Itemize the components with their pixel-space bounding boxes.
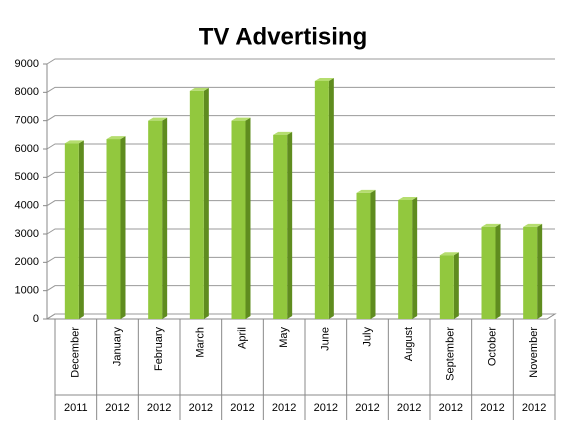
y-tick-label: 9000 [15,58,39,70]
y-tick-label: 2000 [15,256,39,268]
grid-line [46,285,555,292]
y-tick-label: 3000 [15,228,39,240]
grid-line [46,228,555,235]
x-group-label: 2012 [355,402,379,414]
bar-side [453,252,459,319]
bar [523,226,538,319]
grid-line [46,86,555,93]
bar-side [287,131,293,319]
x-group-label: 2012 [189,402,213,414]
bar-top [273,131,293,135]
x-group-label: 2012 [147,402,171,414]
bar-side [370,189,376,319]
bar [106,139,121,319]
bar [189,90,204,320]
bar-top [439,252,459,256]
y-tick-label: 5000 [15,171,39,183]
bar-top [231,117,251,121]
grid-line [46,115,555,122]
bar [273,134,288,319]
grid-line [46,256,555,263]
bar-top [523,223,543,227]
x-tick-label: August [403,327,415,361]
x-tick-label: April [236,327,248,349]
bar [439,255,454,319]
bar [356,192,371,319]
bar-side [328,78,334,319]
grid-line [46,143,555,150]
bar-top [481,223,501,227]
grid-line [46,200,555,207]
y-tick-label: 6000 [15,143,39,155]
bar-side [203,87,209,320]
bar-top [189,87,209,91]
back-wall [55,59,555,314]
bar-side [120,136,126,319]
x-tick-label: June [320,327,332,351]
bar-side [245,117,251,320]
x-group-label: 2012 [314,402,338,414]
bar-side [495,223,501,319]
x-tick-label: September [445,327,457,381]
x-tick-label: December [70,327,82,378]
bar [481,226,496,319]
x-tick-label: July [361,327,373,347]
x-tick-label: January [111,327,123,367]
bar-top [148,117,168,121]
x-tick-label: October [486,327,498,366]
x-tick-label: May [278,327,290,348]
x-group-label: 2012 [480,402,504,414]
x-group-label: 2011 [64,402,88,414]
y-tick-label: 7000 [15,115,39,127]
x-tick-label: February [153,327,165,372]
y-tick-label: 0 [33,313,39,325]
bar-top [106,136,126,140]
x-group-label: 2012 [230,402,254,414]
bar-side [537,223,543,319]
bar-top [356,189,376,193]
x-group-label: 2012 [397,402,421,414]
bar [64,143,79,319]
grid-line [46,58,555,65]
x-group-label: 2012 [522,402,546,414]
x-group-label: 2012 [105,402,129,414]
bar-side [78,140,84,319]
bar [314,81,329,319]
y-tick-label: 8000 [15,86,39,98]
bar [398,200,413,319]
bar-side [412,197,418,319]
bar [148,120,163,320]
bar-top [314,78,334,81]
x-tick-label: November [528,327,540,378]
y-tick-label: 4000 [15,200,39,212]
x-group-label: 2012 [272,402,296,414]
grid-line [46,313,555,320]
bar-side [162,117,168,320]
x-tick-label: March [195,327,207,358]
grid-line [46,171,555,178]
bar [231,120,246,320]
bar-top [64,140,84,144]
bar-top [398,197,418,200]
chart-title: TV Advertising [199,23,367,50]
x-group-label: 2012 [439,402,463,414]
y-tick-label: 1000 [15,285,39,297]
